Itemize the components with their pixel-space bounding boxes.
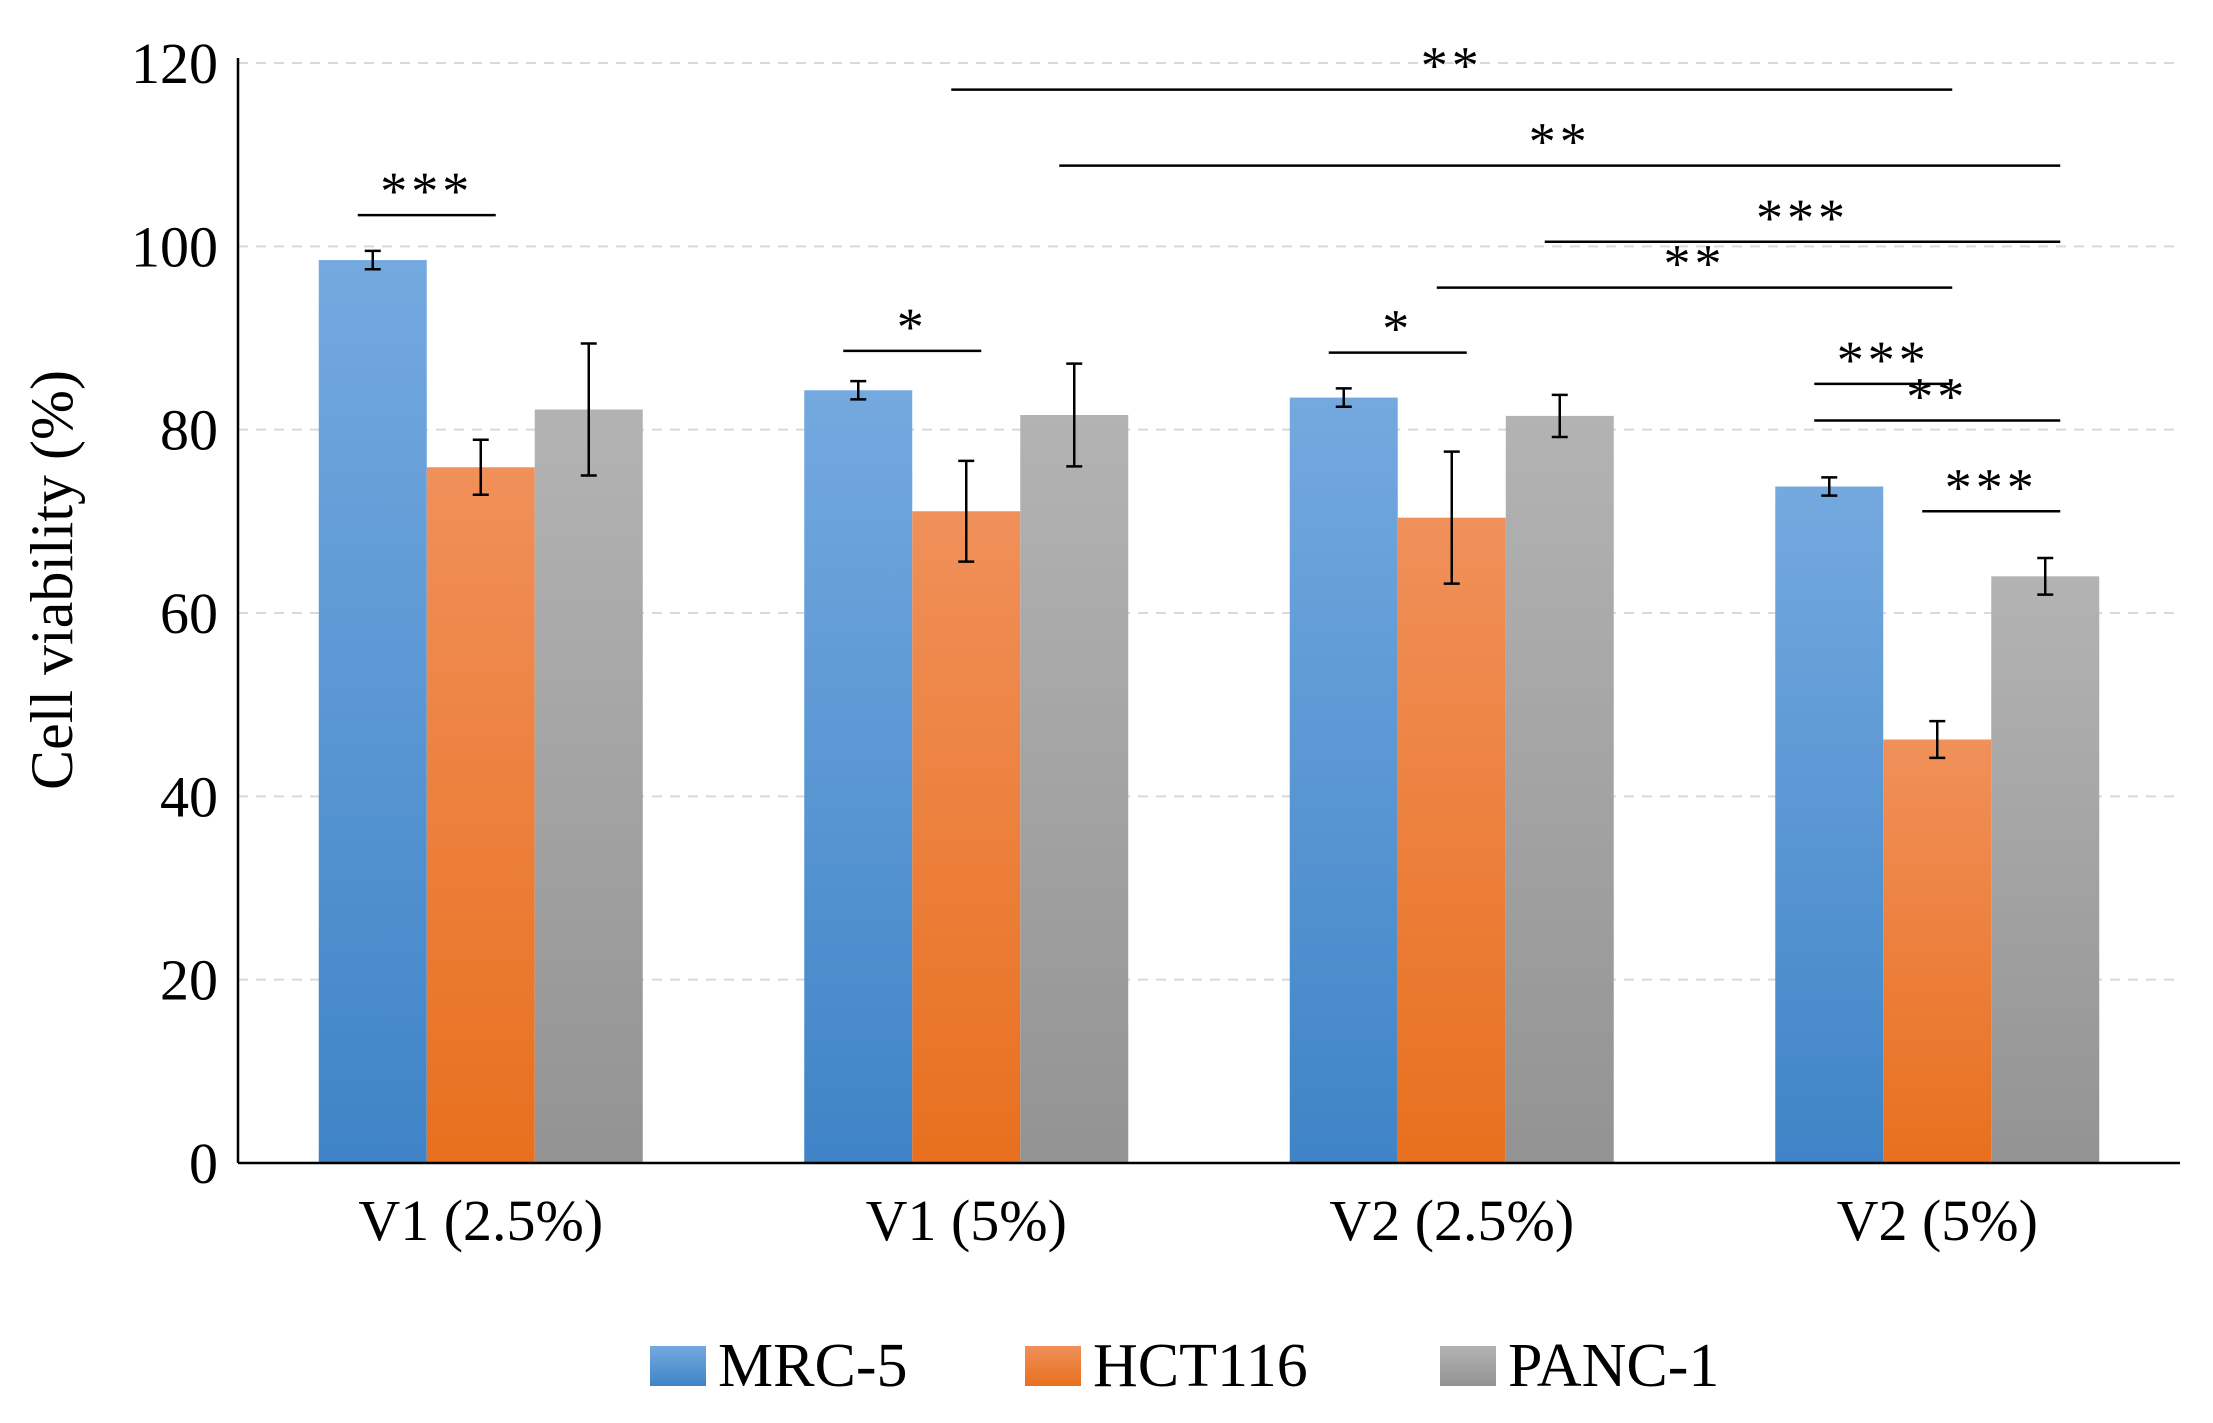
x-tick-label: V1 (2.5%) — [358, 1188, 603, 1253]
significance-label: * — [897, 297, 928, 357]
legend: MRC-5 HCT116 PANC-1 — [650, 1332, 1719, 1400]
y-tick-label: 60 — [160, 581, 218, 646]
bar-mrc-5 — [804, 390, 913, 1163]
legend-label: MRC-5 — [718, 1332, 907, 1400]
significance-label: *** — [1945, 457, 2038, 517]
legend-swatch-mrc-5 — [650, 1346, 706, 1386]
bar-mrc-5 — [1775, 486, 1884, 1163]
bar-hct116 — [912, 511, 1021, 1163]
significance-label: *** — [380, 161, 473, 221]
significance-label: * — [1382, 299, 1413, 359]
bar-panc-1 — [1505, 415, 1614, 1164]
bars — [318, 260, 2100, 1164]
y-tick-label: 20 — [160, 948, 218, 1013]
significance-annotations: **** ****************** — [357, 36, 2061, 517]
x-tick-label: V2 (5%) — [1837, 1188, 2038, 1253]
significance-label: ** — [1529, 112, 1591, 172]
legend-label: HCT116 — [1093, 1332, 1308, 1400]
y-tick-label: 100 — [131, 214, 218, 279]
axes: 0 20 40 60 80 100 120 V1 (2.5%) V1 (5%) V2 (2.5%)… — [131, 31, 2180, 1253]
x-tick-label: V1 (5%) — [866, 1188, 1067, 1253]
significance-label: ** — [1906, 367, 1968, 427]
legend-swatch-panc-1 — [1440, 1346, 1496, 1386]
legend-swatch-hct116 — [1025, 1346, 1081, 1386]
y-tick-label: 80 — [160, 398, 218, 463]
significance-label: ** — [1664, 234, 1726, 294]
bar-mrc-5 — [1289, 397, 1398, 1163]
bar-hct116 — [426, 467, 535, 1163]
significance-label: ** — [1421, 36, 1483, 96]
error-bars — [364, 249, 2054, 760]
x-tick-label: V2 (2.5%) — [1329, 1188, 1574, 1253]
legend-label: PANC-1 — [1508, 1332, 1719, 1400]
bar-mrc-5 — [318, 260, 427, 1163]
bar-panc-1 — [1020, 415, 1129, 1163]
bar-hct116 — [1883, 739, 1992, 1163]
y-tick-label: 40 — [160, 764, 218, 829]
significance-label: *** — [1837, 330, 1930, 390]
bar-panc-1 — [1991, 576, 2100, 1163]
y-tick-label: 0 — [189, 1131, 218, 1196]
y-tick-label: 120 — [131, 31, 218, 96]
bar-hct116 — [1397, 517, 1506, 1163]
significance-label: *** — [1756, 188, 1849, 248]
y-axis-label: Cell viability (%) — [19, 370, 85, 790]
bar-panc-1 — [534, 409, 643, 1163]
